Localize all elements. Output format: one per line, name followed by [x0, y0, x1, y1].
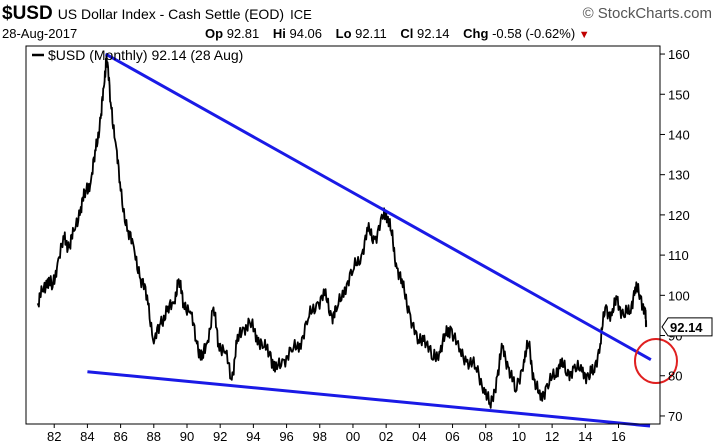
stat-label-low: Lo — [335, 26, 352, 41]
y-tick-label: 140 — [668, 127, 690, 142]
x-tick-label: 86 — [113, 429, 127, 444]
usd-price-line — [36, 53, 648, 409]
x-tick-label: 16 — [611, 429, 625, 444]
stat-value-open: 92.81 — [226, 26, 260, 41]
x-tick-label: 92 — [213, 429, 227, 444]
x-tick-label: 06 — [445, 429, 459, 444]
plot-frame — [25, 45, 661, 425]
upper-trendline — [104, 52, 652, 361]
quote-stats: Op 92.81 Hi 94.06 Lo 92.11 Cl 92.14 Chg … — [205, 26, 600, 41]
x-tick-label: 84 — [80, 429, 94, 444]
quote-line: 28-Aug-2017 Op 92.81 Hi 94.06 Lo 92.11 C… — [2, 26, 718, 42]
x-tick-label: 02 — [379, 429, 393, 444]
y-tick-label: 150 — [668, 87, 690, 102]
x-tick-label: 08 — [478, 429, 492, 444]
stat-value-change: -0.58 (-0.62%) — [492, 26, 576, 41]
x-tick-label: 14 — [578, 429, 592, 444]
stat-label-high: Hi — [272, 26, 286, 41]
index-name: US Dollar Index - Cash Settle (EOD) — [57, 6, 285, 22]
last-value-box — [661, 317, 713, 337]
lower-trendline — [87, 370, 651, 428]
y-tick-label: 80 — [668, 369, 682, 384]
symbol: $USD — [2, 3, 53, 24]
x-tick-label: 04 — [412, 429, 426, 444]
x-tick-label: 10 — [512, 429, 526, 444]
stat-label-change: Chg — [463, 26, 489, 41]
y-tick-label: 120 — [668, 208, 690, 223]
x-tick-label: 96 — [279, 429, 293, 444]
stat-label-close: Cl — [400, 26, 414, 41]
x-tick-label: 82 — [47, 429, 61, 444]
chart-header: $USD US Dollar Index - Cash Settle (EOD) I… — [2, 3, 718, 25]
stat-label-open: Op — [205, 26, 224, 41]
y-tick-label: 160 — [668, 47, 690, 62]
last-value-label: 92.14 — [670, 320, 703, 335]
x-tick-label: 94 — [246, 429, 260, 444]
x-tick-label: 98 — [313, 429, 327, 444]
quote-date: 28-Aug-2017 — [2, 26, 78, 41]
brand-watermark[interactable]: © StockCharts.com — [582, 5, 712, 22]
stat-value-high: 94.06 — [289, 26, 323, 41]
x-tick-label: 00 — [346, 429, 360, 444]
stat-value-close: 92.14 — [417, 26, 450, 41]
legend-label: $USD (Monthly) 92.14 (28 Aug) — [48, 47, 243, 63]
y-tick-label: 70 — [668, 409, 682, 424]
x-tick-label: 88 — [147, 429, 161, 444]
stat-value-low: 92.11 — [355, 26, 387, 41]
exchange: ICE — [290, 7, 312, 22]
y-tick-label: 110 — [668, 248, 689, 263]
y-tick-label: 100 — [668, 288, 690, 303]
down-triangle-icon: ▼ — [578, 29, 590, 41]
x-tick-label: 90 — [180, 429, 194, 444]
y-tick-label: 130 — [668, 168, 690, 183]
highlight-circle — [634, 338, 678, 384]
x-tick-label: 12 — [545, 429, 559, 444]
